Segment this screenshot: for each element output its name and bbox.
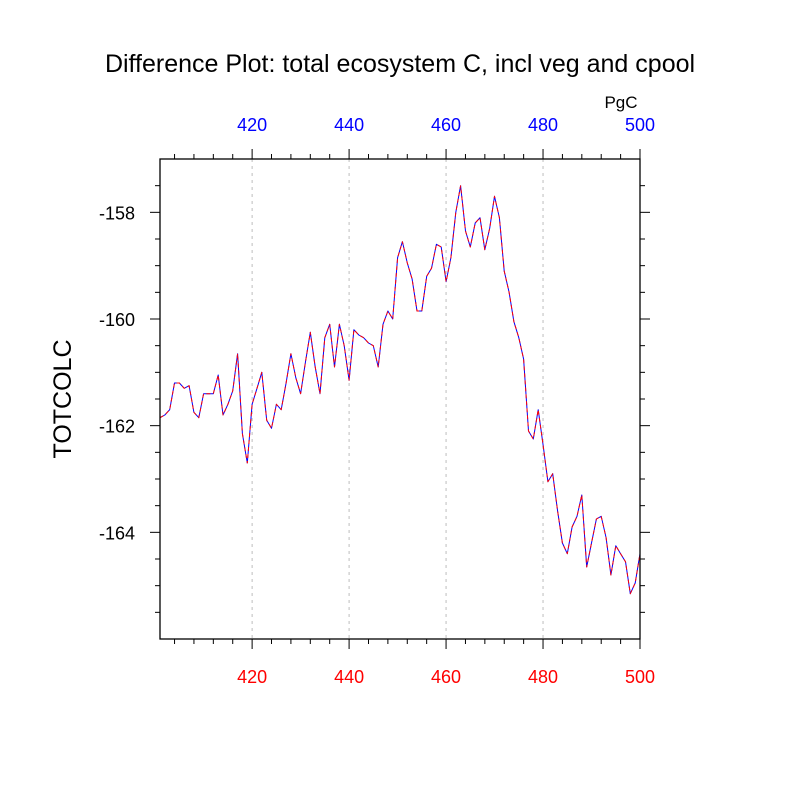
data-series: [159, 185, 641, 595]
series-line-control: [159, 185, 641, 595]
x-tick-label-top: 420: [237, 115, 267, 135]
series-line-case: [159, 185, 641, 595]
x-tick-label-top: 500: [625, 115, 655, 135]
x-tick-label-top: 480: [528, 115, 558, 135]
tick-labels: 420 420 440 440 460 460 480 480 500 500 -158 -160 -1…: [99, 115, 655, 687]
y-tick-label: -158: [99, 203, 135, 223]
units-label: PgC: [604, 93, 637, 112]
grid-lines: [251, 159, 544, 639]
plot-frame: [159, 158, 641, 640]
y-axis-label: TOTCOLC: [49, 340, 77, 459]
x-tick-label-top: 460: [431, 115, 461, 135]
x-tick-label-bottom: 460: [431, 667, 461, 687]
x-tick-label-bottom: 420: [237, 667, 267, 687]
y-tick-label: -160: [99, 310, 135, 330]
x-tick-label-bottom: 440: [334, 667, 364, 687]
y-tick-label: -162: [99, 417, 135, 437]
chart-title: Difference Plot: total ecosystem C, incl…: [105, 50, 695, 78]
x-tick-label-bottom: 480: [528, 667, 558, 687]
axis-ticks: [150, 149, 650, 649]
y-tick-label: -164: [99, 523, 135, 543]
x-tick-label-top: 440: [334, 115, 364, 135]
x-tick-label-bottom: 500: [625, 667, 655, 687]
